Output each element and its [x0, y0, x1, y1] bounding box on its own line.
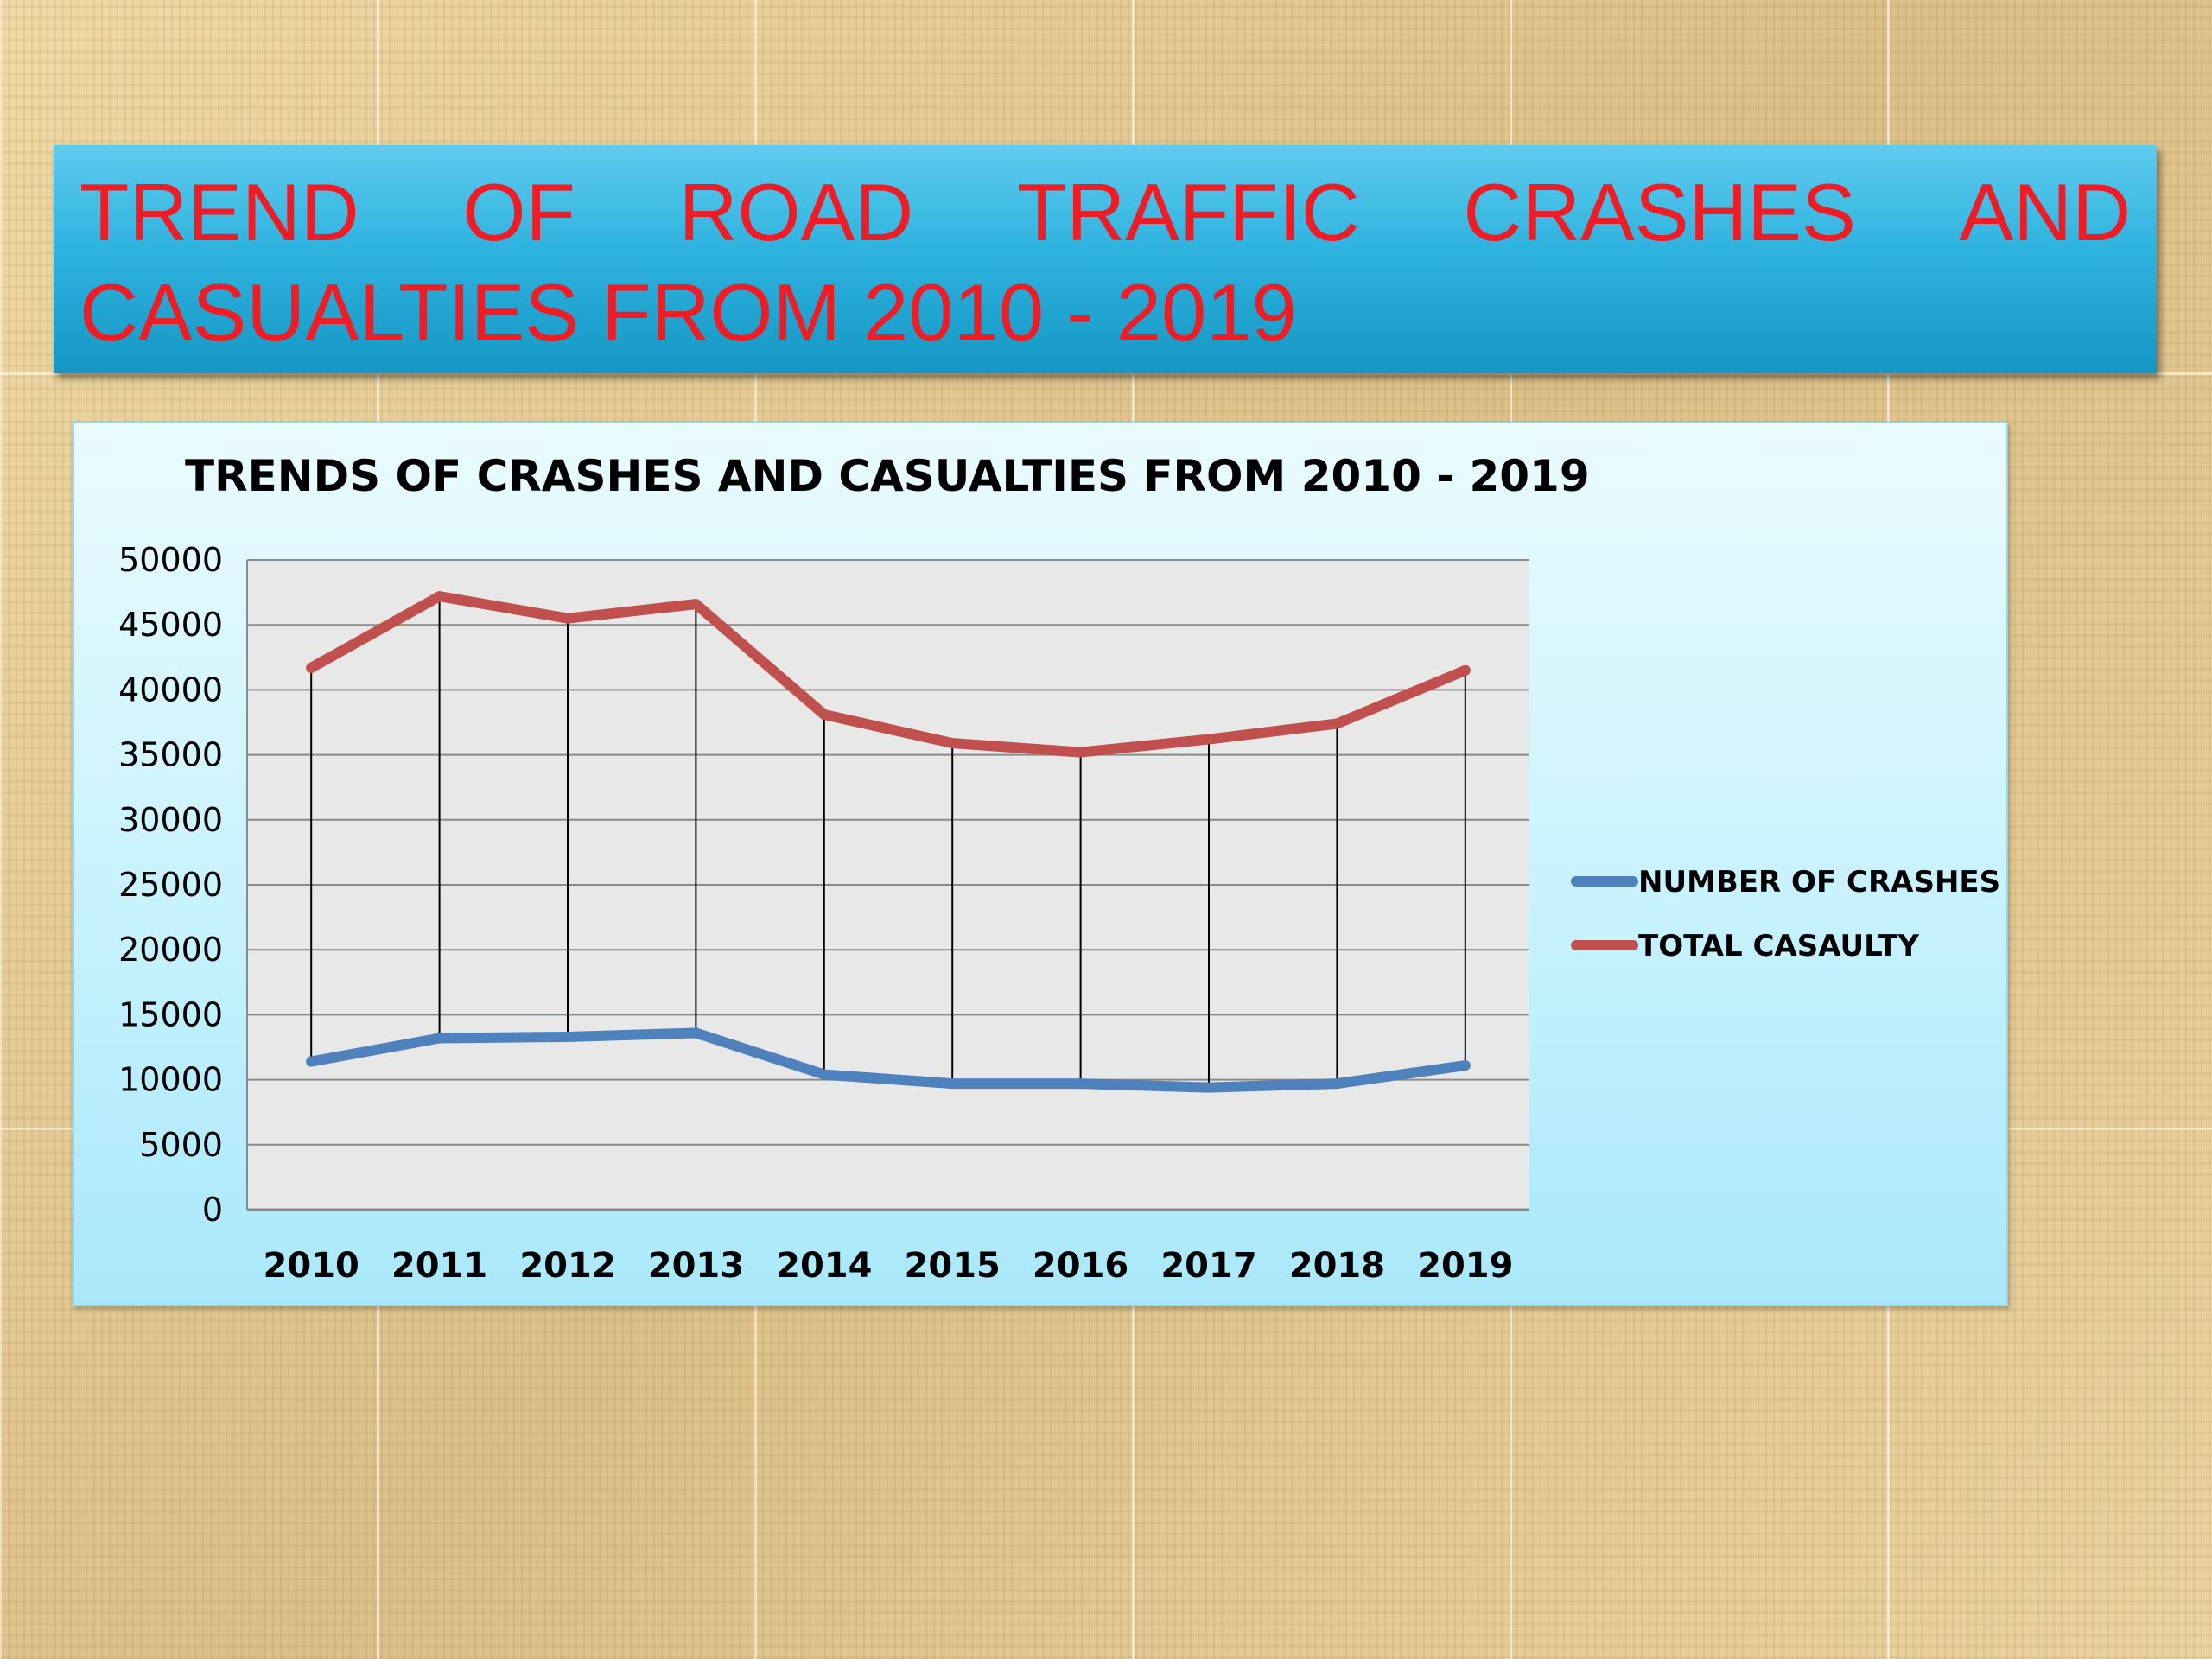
- y-tick-label: 35000: [118, 736, 223, 774]
- slide-title-banner: TREND OF ROAD TRAFFIC CRASHES AND CASUAL…: [54, 145, 2157, 373]
- y-tick-label: 0: [202, 1191, 223, 1229]
- data-point: [947, 738, 958, 749]
- line-chart: TRENDS OF CRASHES AND CASUALTIES FROM 20…: [118, 451, 2000, 1286]
- x-tick-label: 2014: [776, 1246, 872, 1286]
- data-point: [434, 591, 445, 602]
- data-point: [1459, 1060, 1471, 1071]
- y-tick-label: 10000: [118, 1061, 223, 1099]
- x-tick-label: 2011: [391, 1246, 487, 1286]
- y-tick-label: 20000: [118, 931, 223, 969]
- slide-title-line-2: CASUALTIES FROM 2010 - 2019: [79, 267, 1297, 358]
- data-point: [563, 1031, 573, 1042]
- data-point: [818, 709, 830, 720]
- data-point: [1459, 664, 1471, 676]
- x-tick-label: 2016: [1033, 1246, 1128, 1286]
- data-point: [690, 1027, 702, 1039]
- x-tick-label: 2017: [1160, 1246, 1256, 1286]
- y-tick-label: 15000: [118, 995, 223, 1033]
- data-point: [1332, 718, 1343, 729]
- series-line-casualty: [306, 591, 1471, 758]
- data-point: [563, 613, 573, 624]
- data-point: [306, 662, 317, 673]
- legend-label: TOTAL CASAULTY: [1638, 929, 1919, 963]
- data-point: [947, 1078, 958, 1090]
- y-tick-label: 5000: [139, 1126, 223, 1164]
- data-point: [1075, 1078, 1086, 1090]
- title-word: TRAFFIC: [1016, 167, 1360, 257]
- slide-title-line-1: TREND OF ROAD TRAFFIC CRASHES AND: [79, 162, 2131, 263]
- series-line-crashes: [306, 1027, 1471, 1093]
- title-word: OF: [462, 167, 575, 257]
- chart-title: TRENDS OF CRASHES AND CASUALTIES FROM 20…: [185, 451, 1590, 501]
- data-point: [1204, 734, 1214, 745]
- x-tick-label: 2015: [905, 1246, 1001, 1286]
- y-tick-label: 25000: [118, 866, 223, 904]
- data-point: [690, 599, 702, 610]
- y-tick-label: 50000: [118, 541, 223, 579]
- y-tick-label: 30000: [118, 801, 223, 839]
- x-tick-label: 2019: [1417, 1246, 1513, 1286]
- chart-panel: TRENDS OF CRASHES AND CASUALTIES FROM 20…: [73, 422, 2008, 1306]
- x-tick-label: 2013: [648, 1246, 744, 1286]
- title-word: TREND: [79, 167, 359, 257]
- data-point: [1075, 747, 1086, 758]
- x-tick-label: 2010: [264, 1246, 359, 1286]
- y-tick-label: 45000: [118, 606, 223, 644]
- title-word: CRASHES: [1463, 167, 1856, 257]
- title-word: AND: [1959, 167, 2131, 257]
- drop-lines: [310, 596, 1466, 1088]
- data-point: [306, 1056, 317, 1067]
- x-tick-label: 2012: [519, 1246, 615, 1286]
- title-word: ROAD: [678, 167, 914, 257]
- data-point: [1332, 1078, 1343, 1090]
- gridlines: [247, 559, 1529, 1211]
- y-tick-label: 40000: [118, 671, 223, 709]
- legend-label: NUMBER OF CRASHES: [1638, 865, 2000, 899]
- y-axis: 0 5000 10000 15000 20000 25000 30000 35000 40000…: [118, 541, 248, 1229]
- series-lines: [306, 591, 1471, 1093]
- data-point: [434, 1033, 445, 1044]
- data-point: [818, 1069, 830, 1080]
- legend: NUMBER OF CRASHES TOTAL CASAULTY: [1571, 865, 2000, 963]
- x-tick-label: 2018: [1289, 1246, 1385, 1286]
- data-point: [1204, 1082, 1214, 1093]
- x-axis: 2010 2011 2012 2013 2014 2015 2016 2017 2018 2019: [247, 1208, 1529, 1286]
